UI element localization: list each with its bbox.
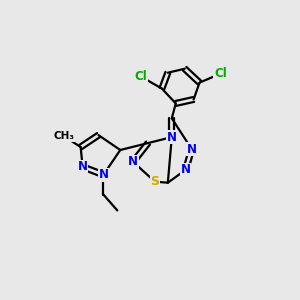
Text: N: N [181, 163, 191, 176]
Text: S: S [151, 175, 160, 188]
Text: Cl: Cl [135, 70, 148, 83]
Text: N: N [167, 130, 177, 144]
Text: N: N [128, 155, 138, 168]
Text: Cl: Cl [214, 67, 227, 80]
Text: N: N [78, 160, 88, 173]
Text: N: N [187, 142, 196, 155]
Text: CH₃: CH₃ [53, 131, 74, 141]
Text: N: N [98, 168, 108, 181]
